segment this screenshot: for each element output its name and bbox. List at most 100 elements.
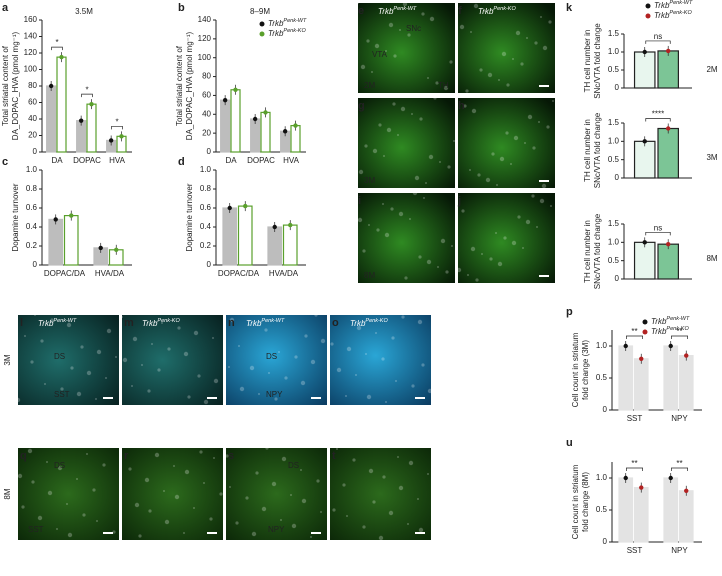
genotype-label: TrkbPenk-KO: [268, 28, 306, 38]
cell-speck: [400, 106, 406, 112]
y-axis-label: TH cell number in: [583, 30, 592, 93]
y-axis-label: Total striatal content of: [1, 45, 10, 126]
cell-speck: [421, 12, 425, 16]
cell-speck: [385, 50, 387, 52]
cell-speck: [418, 527, 424, 533]
genotype-superscript: Penk-KO: [669, 10, 692, 16]
cell-speck: [496, 184, 498, 186]
chart-title: 8M: [706, 254, 717, 263]
y-axis-label: DA_DOPAC_HVA (pmol mg⁻¹): [185, 31, 194, 140]
y-tick-label: 20: [202, 128, 211, 137]
bar: [633, 140, 656, 179]
genotype-label: TrkbPenk-KO: [654, 10, 692, 20]
cell-speck: [408, 460, 414, 466]
cell-speck: [336, 367, 342, 373]
cell-speck: [411, 113, 413, 115]
y-tick-label: 60: [202, 91, 211, 100]
cell-speck: [138, 534, 142, 538]
cell-speck: [249, 365, 255, 371]
row-label: 8M: [3, 488, 12, 499]
genotype-superscript: Penk-WT: [261, 318, 285, 324]
y-axis-label: Total striatal content of: [175, 45, 184, 126]
y-tick-label: 1.0: [200, 165, 212, 174]
significance-bracket: [626, 335, 643, 339]
cell-speck: [413, 8, 415, 10]
image-label: DS: [54, 352, 65, 361]
cell-speck: [346, 515, 348, 517]
cell-speck: [102, 463, 106, 467]
cell-speck: [163, 490, 165, 492]
bar: [618, 477, 634, 543]
cell-speck: [447, 165, 451, 169]
panel-letter: t: [332, 450, 336, 462]
genotype-base: Trkb: [651, 317, 667, 326]
cell-speck: [50, 318, 54, 322]
cell-speck: [546, 125, 550, 129]
cell-speck: [212, 337, 214, 339]
y-axis-label: Dopamine turnover: [185, 183, 194, 251]
cell-speck: [525, 219, 531, 225]
cell-speck: [86, 370, 92, 376]
y-tick-label: 0.4: [26, 222, 38, 231]
y-tick-label: 0.4: [200, 222, 212, 231]
cell-speck: [378, 123, 382, 127]
image-label: TH: [438, 81, 449, 90]
cell-speck: [374, 43, 380, 49]
bar-dot: [48, 83, 54, 89]
cell-speck: [66, 503, 68, 505]
cell-speck: [412, 190, 418, 196]
cell-speck: [251, 531, 257, 537]
panel-letter: m: [124, 317, 134, 329]
cell-speck: [66, 322, 72, 328]
cell-speck: [355, 374, 357, 376]
cell-speck: [70, 366, 74, 370]
significance-label: **: [631, 459, 637, 468]
cell-speck: [199, 450, 203, 454]
y-axis-label: DA_DOPAC_HVA (pmol mg⁻¹): [11, 31, 20, 140]
cell-speck: [463, 104, 467, 108]
image-label: NPY: [266, 390, 283, 399]
cell-speck: [541, 183, 547, 189]
y-tick-label: 100: [198, 53, 212, 62]
cell-speck: [352, 458, 356, 462]
cell-speck: [106, 328, 112, 334]
genotype-label: TrkbPenk-KO: [142, 318, 180, 328]
y-tick-label: 0: [603, 537, 608, 546]
y-tick-label: 140: [198, 15, 212, 24]
y-tick-label: 0.5: [608, 155, 620, 164]
x-tick-label: HVA: [109, 156, 126, 165]
y-tick-label: 0: [33, 147, 38, 156]
genotype-superscript: Penk-WT: [393, 6, 417, 12]
y-tick-label: 1.5: [608, 118, 620, 127]
panel-letter: h: [458, 100, 465, 112]
bar-dot: [666, 241, 671, 247]
cell-speck: [360, 64, 366, 70]
cell-speck: [485, 177, 491, 183]
significance-label: ns: [654, 223, 662, 232]
cell-speck: [80, 345, 84, 349]
cell-speck: [86, 453, 88, 455]
y-tick-label: 0: [615, 83, 620, 92]
cell-speck: [479, 68, 483, 72]
genotype-base: Trkb: [378, 7, 394, 16]
cell-speck: [395, 380, 397, 382]
cell-speck: [301, 498, 307, 504]
cell-speck: [177, 326, 181, 330]
cell-speck: [484, 10, 486, 12]
cell-speck: [37, 515, 43, 521]
cell-speck: [134, 502, 140, 508]
cell-speck: [426, 259, 432, 265]
y-tick-label: 40: [28, 114, 37, 123]
cell-speck: [346, 346, 352, 352]
cell-speck: [383, 155, 385, 157]
bar: [657, 243, 679, 280]
cell-speck: [132, 336, 138, 342]
y-tick-label: 1.0: [608, 237, 620, 246]
cell-speck: [95, 398, 97, 400]
bar: [618, 345, 634, 411]
cell-speck: [515, 30, 521, 36]
y-axis-label: SNc/VTA fold change: [593, 23, 602, 99]
micrograph: [358, 193, 455, 283]
cell-speck: [470, 246, 476, 252]
y-axis-label: TH cell number in: [583, 119, 592, 182]
